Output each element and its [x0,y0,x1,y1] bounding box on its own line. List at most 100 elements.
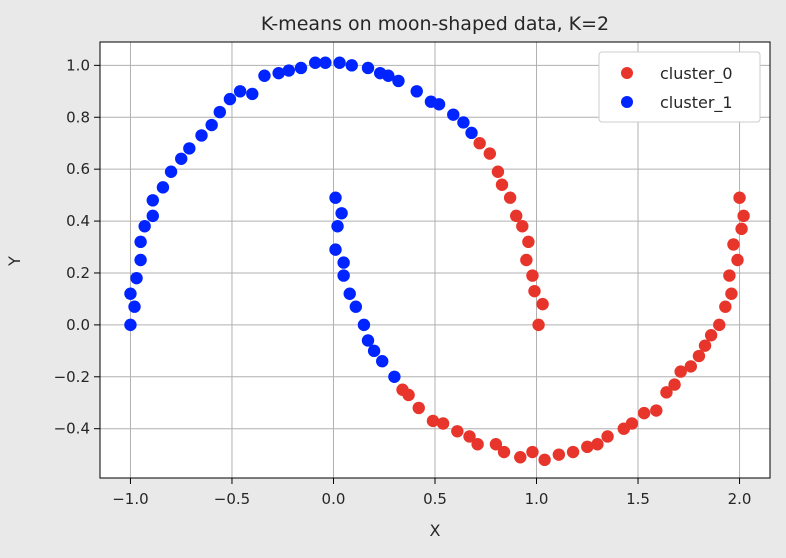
data-point-cluster_1 [282,64,296,77]
data-point-cluster_1 [246,87,259,101]
data-point-cluster_1 [361,61,375,75]
data-point-cluster_1 [329,243,342,256]
y-tick-label: −0.4 [54,420,90,438]
data-point-cluster_1 [329,191,342,204]
data-point-cluster_1 [382,69,395,82]
y-tick-label: 1.0 [66,56,90,74]
data-point-cluster_0 [727,238,740,251]
data-point-cluster_1 [388,370,401,383]
data-point-cluster_0 [601,430,614,443]
data-point-cluster_1 [213,105,226,119]
data-point-cluster_0 [516,220,529,233]
data-point-cluster_1 [134,253,147,267]
x-tick-label: −0.5 [214,490,250,508]
data-point-cluster_0 [463,430,476,443]
y-axis-ticks: −0.4 −0.2 0.0 0.2 0.4 0.6 0.8 1.0 [54,56,100,438]
data-points [124,56,750,467]
data-point-cluster_0 [650,404,663,417]
data-point-cluster_1 [331,220,344,233]
legend-label-cluster-1: cluster_1 [660,93,733,113]
data-point-cluster_0 [674,365,687,378]
data-point-cluster_0 [497,445,511,459]
data-point-cluster_0 [538,453,551,467]
data-point-cluster_0 [552,448,566,461]
data-point-cluster_0 [528,284,541,298]
x-tick-label: 1.5 [626,490,650,508]
data-point-cluster_0 [731,253,744,267]
data-point-cluster_0 [735,222,748,236]
data-point-cluster_1 [465,126,478,140]
series-cluster_0 [396,137,750,467]
data-point-cluster_1 [309,56,322,69]
data-point-cluster_0 [668,378,681,391]
data-point-cluster_0 [566,445,580,459]
y-tick-label: −0.2 [54,368,90,386]
data-point-cluster_1 [138,220,151,233]
data-point-cluster_1 [343,287,356,300]
data-point-cluster_0 [725,287,738,300]
data-point-cluster_1 [447,108,460,121]
data-point-cluster_0 [426,414,440,428]
data-point-cluster_0 [581,440,594,454]
data-point-cluster_1 [124,287,137,300]
data-point-cluster_0 [526,269,539,282]
data-point-cluster_1 [164,165,178,178]
y-tick-label: 0.8 [66,108,90,126]
data-point-cluster_0 [532,318,545,332]
data-point-cluster_1 [345,59,358,72]
data-point-cluster_1 [124,318,137,332]
data-point-cluster_0 [471,438,484,451]
data-point-cluster_0 [723,269,736,282]
data-point-cluster_0 [520,253,533,267]
data-point-cluster_0 [637,406,651,420]
data-point-cluster_0 [495,178,509,191]
data-point-cluster_0 [719,300,732,313]
data-point-cluster_1 [205,118,218,132]
y-tick-label: 0.2 [66,264,90,282]
data-point-cluster_0 [436,417,450,430]
data-point-cluster_1 [195,129,208,142]
data-point-cluster_0 [526,445,539,459]
data-point-cluster_1 [128,300,141,313]
x-tick-label: 0.0 [322,490,346,508]
x-tick-label: 0.5 [423,490,447,508]
data-point-cluster_1 [392,74,405,88]
data-point-cluster_1 [337,256,350,269]
data-point-cluster_0 [692,349,706,363]
legend: cluster_0 cluster_1 [598,51,761,123]
data-point-cluster_1 [432,98,446,111]
data-point-cluster_1 [337,269,350,282]
data-point-cluster_1 [357,318,371,332]
data-point-cluster_0 [625,417,639,430]
grid [100,42,770,478]
data-point-cluster_0 [491,165,505,178]
legend-marker-cluster-0 [621,67,633,79]
series-cluster_1 [124,56,478,383]
y-tick-label: 0.4 [66,212,90,230]
data-point-cluster_1 [333,56,346,69]
y-tick-label: 0.0 [66,316,90,334]
data-point-cluster_0 [591,438,604,451]
data-point-cluster_0 [660,386,673,399]
data-point-cluster_0 [522,235,535,249]
data-point-cluster_0 [503,191,517,204]
data-point-cluster_1 [319,56,332,69]
x-tick-label: 2.0 [728,490,752,508]
data-point-cluster_0 [473,137,486,150]
data-point-cluster_0 [536,297,549,311]
data-point-cluster_1 [376,355,389,368]
data-point-cluster_1 [223,92,237,106]
data-point-cluster_1 [130,271,143,285]
data-point-cluster_1 [349,300,363,313]
data-point-cluster_1 [410,85,423,98]
data-point-cluster_1 [457,116,470,129]
data-point-cluster_0 [412,401,425,415]
y-tick-label: 0.6 [66,160,90,178]
data-point-cluster_1 [294,61,308,75]
legend-box [598,51,761,123]
data-point-cluster_0 [402,388,415,402]
y-axis-label: Y [5,256,24,267]
data-point-cluster_0 [733,191,746,204]
legend-marker-cluster-1 [621,96,633,108]
data-point-cluster_0 [483,147,497,160]
